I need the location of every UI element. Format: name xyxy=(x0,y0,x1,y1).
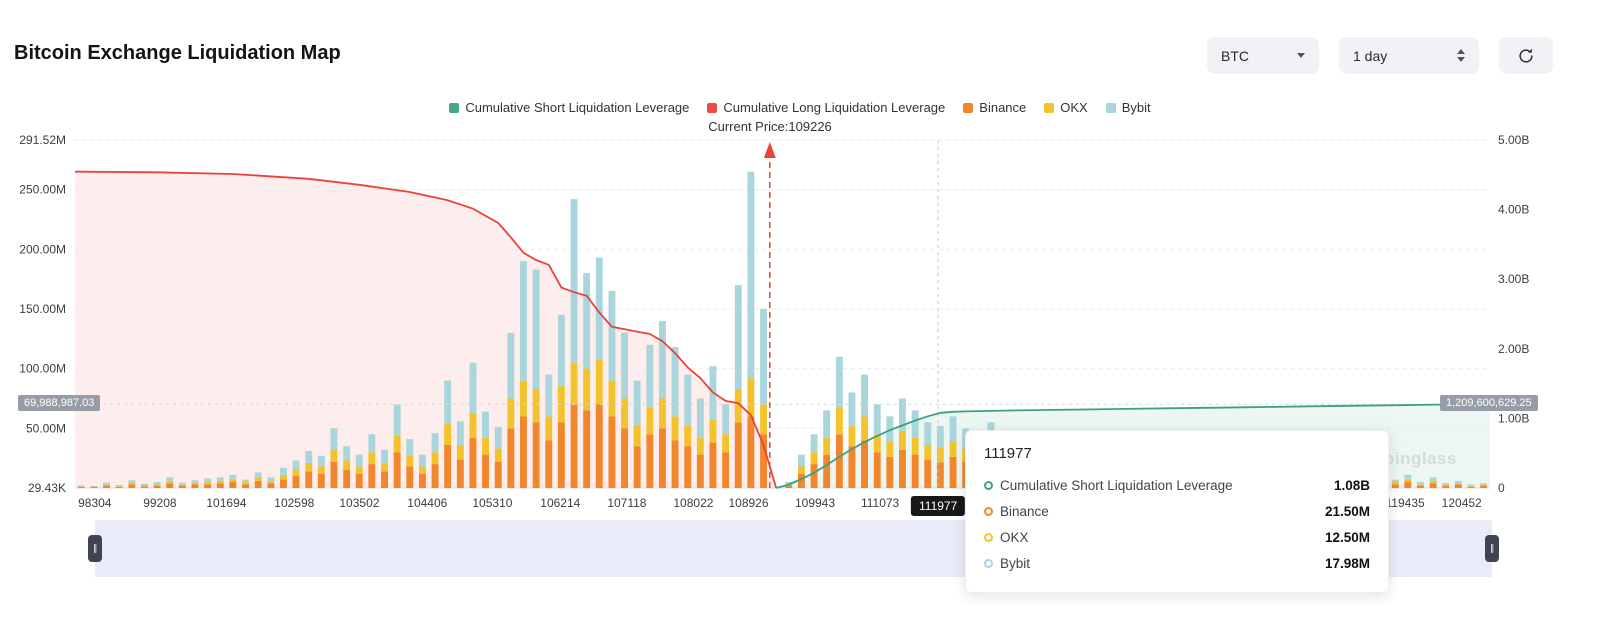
hovered-tick-badge: 111977 xyxy=(911,496,966,516)
svg-text:5.00B: 5.00B xyxy=(1498,133,1529,147)
header-controls: BTC 1 day xyxy=(1207,37,1553,74)
legend-item[interactable]: Cumulative Long Liquidation Leverage xyxy=(707,100,945,115)
svg-text:102598: 102598 xyxy=(274,496,314,510)
legend-label: OKX xyxy=(1060,100,1088,115)
tooltip-series-name: OKX xyxy=(1000,529,1029,545)
slider-handle-right[interactable]: ∥ xyxy=(1485,535,1499,562)
tooltip-row: Bybit 17.98M xyxy=(984,550,1370,576)
page-title: Bitcoin Exchange Liquidation Map xyxy=(14,42,341,64)
svg-text:108022: 108022 xyxy=(673,496,713,510)
svg-text:120452: 120452 xyxy=(1442,496,1482,510)
svg-text:100.00M: 100.00M xyxy=(19,362,66,376)
current-price-label: Current Price:109226 xyxy=(708,119,832,134)
svg-text:106214: 106214 xyxy=(540,496,580,510)
svg-text:98304: 98304 xyxy=(78,496,112,510)
legend-label: Bybit xyxy=(1121,100,1151,115)
tooltip-series-name: Binance xyxy=(1000,503,1049,519)
svg-text:119435: 119435 xyxy=(1386,496,1425,510)
slider-handle-left[interactable]: ∥ xyxy=(88,535,102,562)
legend-swatch-icon xyxy=(1044,102,1055,113)
chart-tooltip: 111977 Cumulative Short Liquidation Leve… xyxy=(965,430,1389,593)
tooltip-series-value: 17.98M xyxy=(1324,555,1370,571)
legend-item[interactable]: OKX xyxy=(1044,100,1088,115)
legend-swatch-icon xyxy=(449,102,460,113)
coinglass-watermark: oinglass xyxy=(1384,449,1457,468)
svg-text:108926: 108926 xyxy=(728,496,768,510)
tooltip-series-name: Cumulative Short Liquidation Leverage xyxy=(1000,477,1233,493)
tooltip-row: OKX 12.50M xyxy=(984,524,1370,550)
crosshair-left-value-badge: 69,988,987.03 xyxy=(18,395,101,411)
tooltip-rows: Cumulative Short Liquidation Leverage 1.0… xyxy=(984,472,1370,576)
tooltip-series-value: 1.08B xyxy=(1333,477,1370,493)
legend-label: Binance xyxy=(979,100,1027,115)
svg-text:104406: 104406 xyxy=(407,496,447,510)
tooltip-series-value: 21.50M xyxy=(1324,503,1370,519)
svg-text:50.00M: 50.00M xyxy=(26,421,66,435)
tooltip-row: Cumulative Short Liquidation Leverage 1.0… xyxy=(984,472,1370,498)
symbol-select-value: BTC xyxy=(1221,47,1249,64)
svg-text:105310: 105310 xyxy=(472,496,512,510)
refresh-icon xyxy=(1519,48,1533,63)
interval-select[interactable]: 1 day xyxy=(1339,37,1479,74)
svg-text:3.00B: 3.00B xyxy=(1498,272,1529,286)
series-dot-icon xyxy=(984,558,993,568)
svg-text:101694: 101694 xyxy=(206,496,246,510)
svg-text:109943: 109943 xyxy=(795,496,835,510)
svg-text:4.00B: 4.00B xyxy=(1498,203,1529,217)
legend-label: Cumulative Long Liquidation Leverage xyxy=(723,100,946,115)
svg-text:107118: 107118 xyxy=(607,496,646,510)
svg-text:291.52M: 291.52M xyxy=(19,133,66,147)
series-dot-icon xyxy=(984,532,993,542)
legend-label: Cumulative Short Liquidation Leverage xyxy=(465,100,690,115)
svg-text:103502: 103502 xyxy=(339,496,379,510)
legend-swatch-icon xyxy=(707,102,718,113)
svg-text:200.00M: 200.00M xyxy=(19,242,66,256)
refresh-button[interactable] xyxy=(1499,37,1553,74)
chevron-up-down-icon xyxy=(1457,49,1465,62)
legend-swatch-icon xyxy=(1105,102,1116,113)
legend-item[interactable]: Bybit xyxy=(1105,100,1151,115)
svg-text:29.43K: 29.43K xyxy=(28,481,66,495)
svg-text:250.00M: 250.00M xyxy=(19,183,66,197)
series-dot-icon xyxy=(984,506,993,516)
tooltip-title: 111977 xyxy=(984,445,1032,462)
series-dot-icon xyxy=(984,480,993,490)
tooltip-row: Binance 21.50M xyxy=(984,498,1370,524)
symbol-select[interactable]: BTC xyxy=(1207,37,1319,74)
crosshair-right-value-badge: 1,209,600,629.25 xyxy=(1440,395,1538,411)
tooltip-series-value: 12.50M xyxy=(1324,529,1370,545)
tooltip-series-name: Bybit xyxy=(1000,555,1031,571)
legend-swatch-icon xyxy=(963,102,974,113)
svg-text:1.00B: 1.00B xyxy=(1498,411,1529,425)
svg-text:111073: 111073 xyxy=(861,496,900,510)
chevron-down-icon xyxy=(1297,53,1305,58)
svg-text:0: 0 xyxy=(1498,481,1505,495)
svg-text:150.00M: 150.00M xyxy=(19,302,66,316)
svg-text:99208: 99208 xyxy=(143,496,177,510)
svg-text:2.00B: 2.00B xyxy=(1498,342,1529,356)
legend-item[interactable]: Binance xyxy=(963,100,1026,115)
interval-select-value: 1 day xyxy=(1353,47,1388,64)
chart-legend: Cumulative Short Liquidation Leverage Cum… xyxy=(0,100,1600,115)
legend-item[interactable]: Cumulative Short Liquidation Leverage xyxy=(449,100,689,115)
